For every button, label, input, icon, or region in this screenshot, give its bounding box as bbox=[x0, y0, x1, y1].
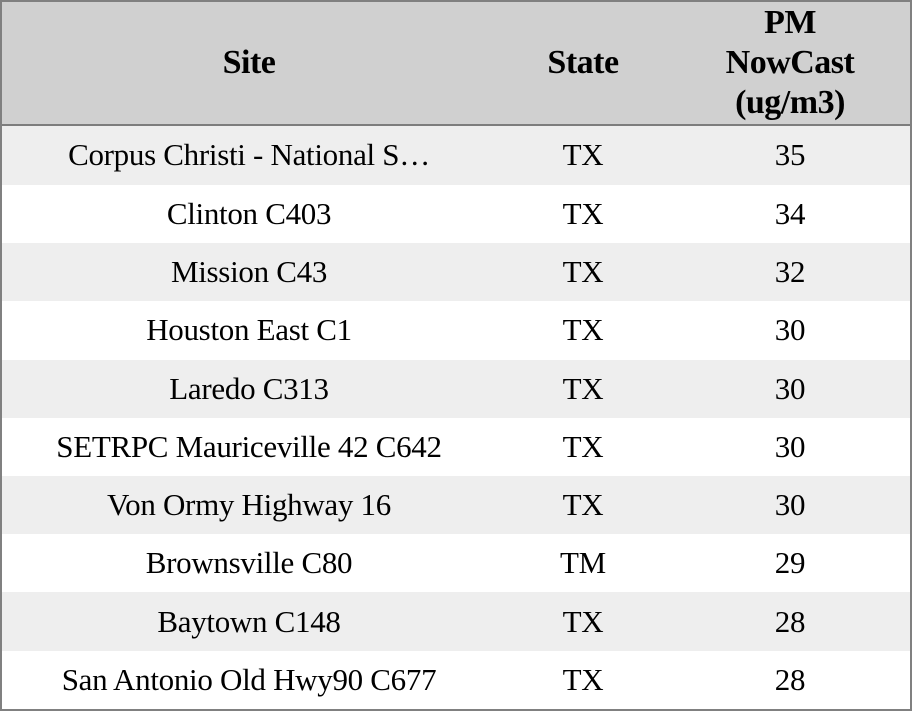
site-cell: Clinton C403 bbox=[166, 195, 332, 231]
table-row: Clinton C403 TX 34 bbox=[2, 184, 910, 244]
state-cell: TM bbox=[560, 545, 606, 581]
site-cell: San Antonio Old Hwy90 C677 bbox=[61, 661, 437, 697]
pm-value-cell: 30 bbox=[774, 312, 806, 348]
site-cell: Houston East C1 bbox=[146, 312, 352, 348]
pm-value-cell: 30 bbox=[774, 487, 806, 523]
pm-header-line-1: PM bbox=[764, 3, 816, 41]
state-cell: TX bbox=[562, 370, 604, 406]
table-row: Brownsville C80 TM 29 bbox=[2, 534, 910, 593]
pm-value-cell: 32 bbox=[774, 254, 806, 290]
column-header-pm-nowcast[interactable]: PM NowCast (ug/m3) bbox=[670, 2, 910, 126]
pm-value-cell: 34 bbox=[774, 195, 806, 231]
table-row: Baytown C148 TX 28 bbox=[2, 592, 910, 651]
table-row: Von Ormy Highway 16 TX 30 bbox=[2, 476, 910, 535]
state-cell: TX bbox=[562, 254, 604, 290]
table-row: Laredo C313 TX 30 bbox=[2, 359, 910, 418]
pm-value-cell: 30 bbox=[774, 428, 806, 464]
state-cell: TX bbox=[562, 428, 604, 464]
table-row: Mission C43 TX 32 bbox=[2, 243, 910, 302]
state-cell: TX bbox=[562, 603, 604, 639]
site-cell: Mission C43 bbox=[170, 254, 328, 290]
state-cell: TX bbox=[562, 137, 604, 173]
site-cell: Von Ormy Highway 16 bbox=[107, 487, 391, 523]
pm-value-cell: 28 bbox=[774, 603, 806, 639]
state-cell: TX bbox=[562, 312, 604, 348]
pm-value-cell: 28 bbox=[774, 661, 806, 697]
column-header-site[interactable]: Site bbox=[2, 2, 496, 126]
pm-value-cell: 30 bbox=[774, 370, 806, 406]
column-header-state[interactable]: State bbox=[496, 2, 670, 126]
site-cell: SETRPC Mauriceville 42 C642 bbox=[56, 428, 442, 464]
site-cell: Brownsville C80 bbox=[145, 545, 353, 581]
state-cell: TX bbox=[562, 487, 604, 523]
table-row: Houston East C1 TX 30 bbox=[2, 301, 910, 360]
state-cell: TX bbox=[562, 661, 604, 697]
table-header-row: Site State PM NowCast (ug/m3) bbox=[2, 2, 910, 126]
table-row: San Antonio Old Hwy90 C677 TX 28 bbox=[2, 650, 910, 709]
pm-header-line-3: (ug/m3) bbox=[735, 84, 845, 122]
pm-value-cell: 35 bbox=[774, 137, 806, 173]
table-row: Corpus Christi - National S… TX 35 bbox=[2, 125, 910, 185]
pm-header-line-2: NowCast bbox=[725, 43, 855, 81]
site-cell: Corpus Christi - National S… bbox=[68, 137, 430, 173]
site-cell: Laredo C313 bbox=[169, 370, 329, 406]
state-cell: TX bbox=[562, 195, 604, 231]
pm-value-cell: 29 bbox=[774, 545, 806, 581]
site-cell: Baytown C148 bbox=[157, 603, 341, 639]
table-row: SETRPC Mauriceville 42 C642 TX 30 bbox=[2, 417, 910, 477]
